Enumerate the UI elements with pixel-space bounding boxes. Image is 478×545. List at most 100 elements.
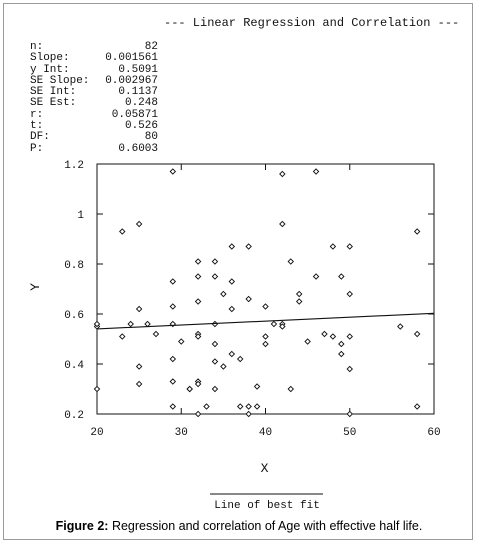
data-point: [178, 338, 185, 345]
x-tick-label: 50: [343, 427, 356, 439]
figure-caption: Figure 2: Regression and correlation of …: [4, 519, 474, 533]
data-point: [295, 290, 303, 298]
data-point: [194, 258, 202, 265]
data-point: [253, 403, 261, 410]
data-point: [135, 363, 143, 370]
y-tick-label: 1: [77, 210, 84, 222]
data-point: [279, 323, 286, 330]
y-tick-label: 0.4: [64, 360, 84, 372]
data-point: [194, 273, 202, 280]
chart-title: --- Linear Regression and Correlation --…: [164, 16, 460, 30]
data-point: [245, 243, 252, 250]
stat-row: SE Est: 0.248: [30, 97, 158, 110]
stat-value: 80: [144, 131, 158, 144]
stat-label: SE Est:: [30, 97, 77, 110]
data-point: [413, 330, 421, 338]
data-point: [295, 298, 303, 305]
data-point: [304, 338, 311, 345]
stat-label: DF:: [30, 131, 50, 144]
y-tick-label: 0.6: [64, 310, 84, 322]
stat-label: n:: [30, 41, 44, 53]
data-point: [135, 380, 143, 388]
data-point: [169, 303, 177, 310]
data-point: [144, 320, 151, 328]
y-tick-label: 0.8: [64, 260, 84, 272]
data-point: [228, 278, 236, 285]
data-point: [194, 298, 202, 305]
legend-label: Line of best fit: [214, 500, 320, 512]
figure-frame: --- Linear Regression and Correlation --…: [3, 3, 473, 540]
stat-label: r:: [30, 108, 44, 121]
data-point: [127, 320, 134, 328]
stat-label: P:: [30, 142, 44, 155]
stat-row: SE Int: 0.1137: [30, 86, 158, 99]
y-tick-label: 1.2: [64, 160, 84, 172]
data-point: [211, 273, 219, 280]
data-point: [119, 333, 126, 340]
data-point: [220, 363, 227, 370]
fit-line: [96, 312, 435, 330]
data-point: [169, 355, 177, 363]
data-point: [338, 273, 345, 280]
data-point: [287, 258, 295, 265]
data-point: [338, 340, 345, 348]
data-point: [169, 378, 177, 385]
data-point: [203, 403, 210, 410]
y-axis-label: Y: [28, 283, 43, 291]
data-point: [93, 385, 101, 393]
regression-stats: n: 82 Slope: 0.001561 y Int: 0.5091 SE Slope: 0…: [30, 41, 158, 155]
stat-label: Slope:: [30, 52, 70, 65]
data-point: [346, 333, 353, 340]
stat-value: 0.1137: [118, 86, 158, 99]
y-tick-label: 0.2: [64, 410, 84, 422]
data-point: [93, 320, 101, 328]
data-point: [279, 170, 286, 178]
x-tick-label: 30: [175, 427, 188, 439]
data-point: [169, 168, 177, 175]
data-point: [338, 350, 345, 358]
stat-value: 0.526: [124, 120, 158, 133]
stat-value: 82: [144, 41, 158, 53]
data-point: [262, 303, 269, 310]
data-point: [135, 220, 143, 228]
data-point: [169, 278, 177, 285]
stat-row: y Int: 0.5091: [30, 63, 158, 76]
stat-label: SE Int:: [30, 86, 77, 99]
data-point: [194, 380, 202, 388]
data-point: [329, 243, 337, 250]
data-point: [236, 403, 244, 410]
data-points: [93, 168, 421, 418]
data-point: [279, 220, 286, 228]
scatter-plot: 20 30 40 50 60 0.2 0.4 0.6 0.8 1 1.2 X Y Line of best…: [28, 160, 441, 512]
data-point: [119, 228, 126, 235]
stat-label: t:: [30, 120, 44, 133]
x-tick-label: 40: [259, 427, 272, 439]
stat-label: y Int:: [30, 63, 70, 76]
stat-value: 0.001561: [105, 52, 158, 65]
data-point: [186, 385, 193, 393]
caption-label: Figure 2:: [55, 519, 109, 533]
stat-row: DF: 80: [30, 131, 158, 144]
plot-border: [96, 163, 435, 415]
stat-row: r: 0.05871: [30, 108, 158, 121]
stat-row: P: 0.6003: [30, 142, 158, 155]
data-point: [245, 403, 252, 410]
data-point: [211, 385, 219, 393]
data-point: [329, 333, 337, 340]
data-point: [211, 258, 219, 265]
data-point: [228, 243, 236, 250]
data-point: [321, 330, 328, 338]
data-point: [413, 403, 421, 410]
stat-row: SE Slope: 0.002967: [30, 74, 158, 87]
data-point: [287, 385, 295, 393]
data-point: [236, 355, 244, 363]
data-point: [135, 305, 143, 313]
stat-row: Slope: 0.001561: [30, 52, 158, 65]
stat-row: n: 82: [30, 41, 158, 53]
plot-axes: 20 30 40 50 60 0.2 0.4 0.6 0.8 1 1.2 X Y Line of best…: [28, 160, 441, 512]
caption-text: Regression and correlation of Age with e…: [111, 519, 423, 533]
x-tick-label: 60: [427, 427, 440, 439]
stat-value: 0.002967: [105, 74, 158, 87]
data-point: [228, 350, 236, 358]
data-point: [413, 228, 421, 235]
